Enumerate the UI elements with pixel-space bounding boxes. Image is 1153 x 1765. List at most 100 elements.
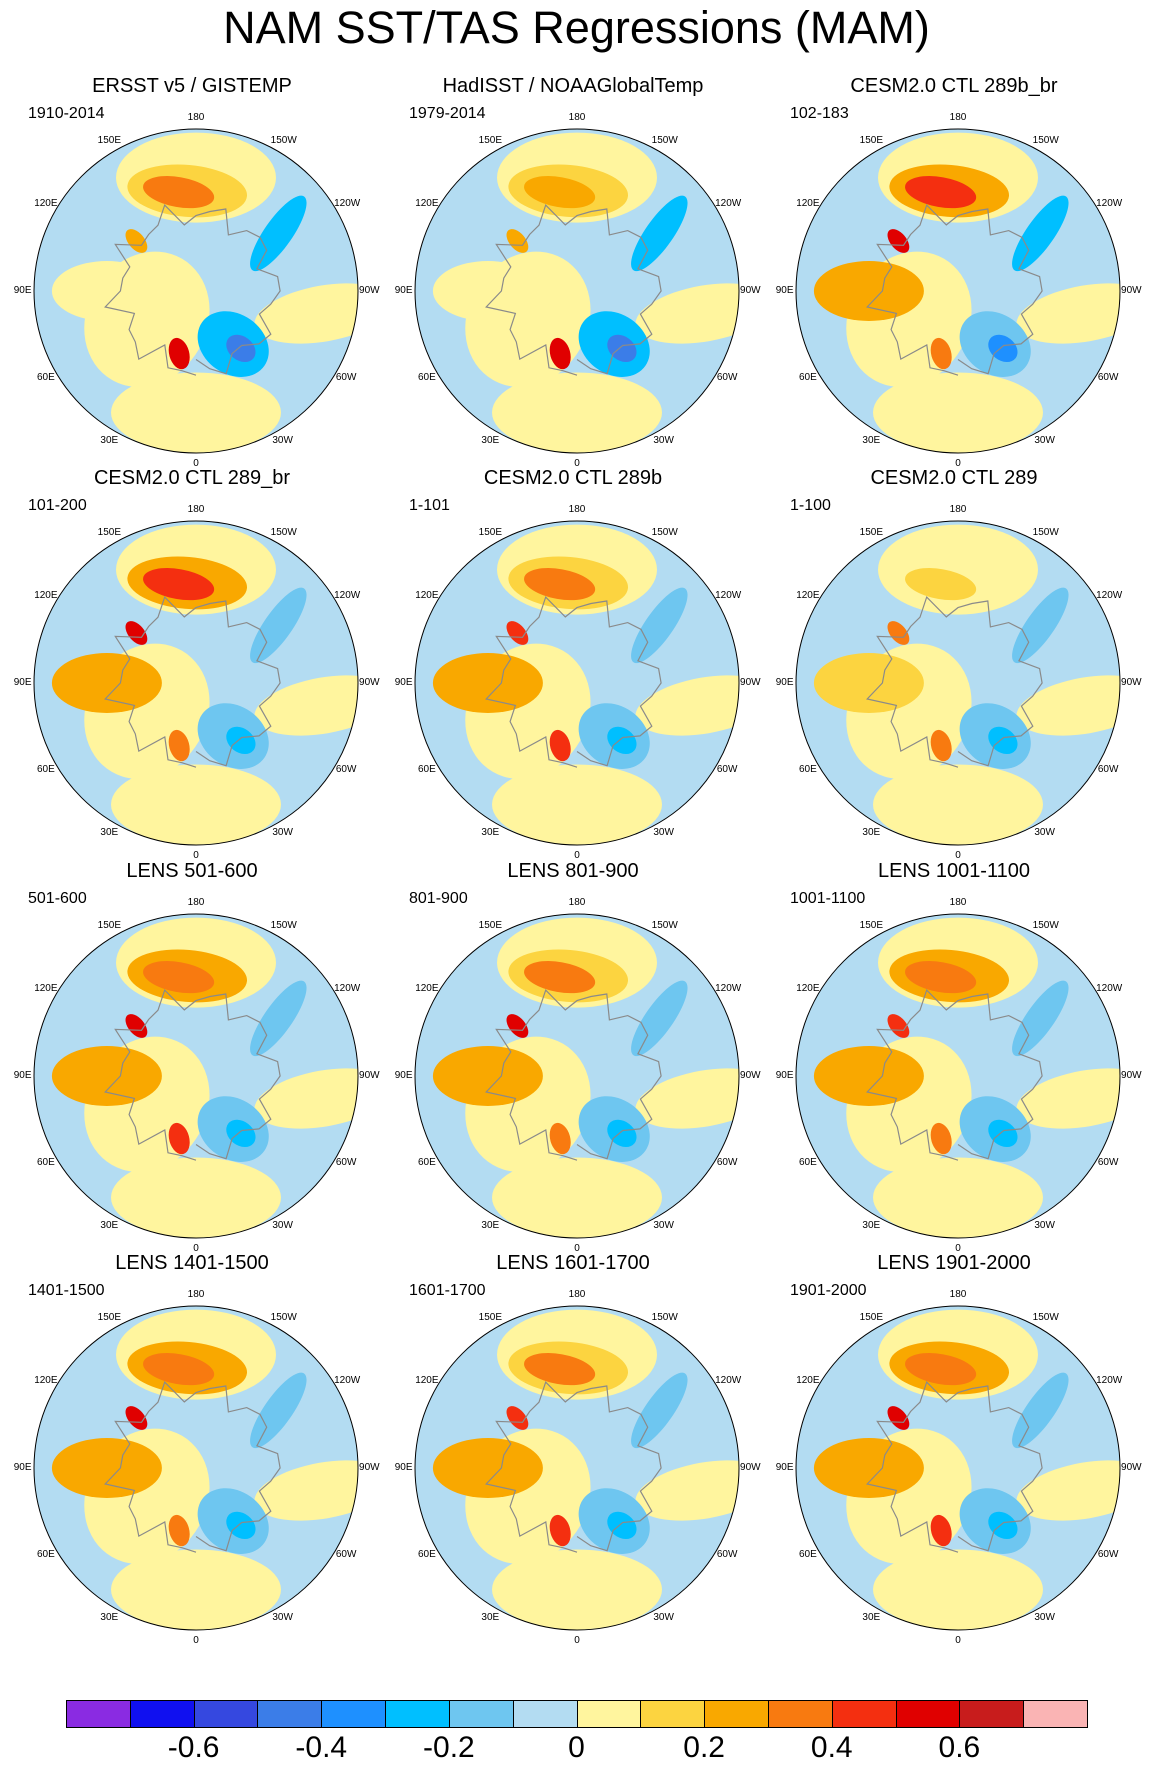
pacific-anomaly-core — [524, 1353, 596, 1386]
colorbar-swatch — [66, 1700, 131, 1728]
gulf-positive — [254, 675, 358, 736]
east-siberia-max — [506, 1406, 529, 1430]
coastline — [866, 595, 1043, 768]
map-panel: HadISST / NOAAGlobalTemp 1979-2014 180 150E… — [381, 74, 765, 469]
panel-period: 101-200 — [28, 497, 87, 514]
longitude-label: 120W — [334, 1375, 361, 1387]
longitude-label: 30W — [653, 1220, 674, 1232]
longitude-label: 90E — [775, 285, 794, 296]
longitude-label: 90E — [394, 1070, 413, 1081]
longitude-label: 0 — [955, 458, 961, 470]
longitude-label: 90W — [740, 285, 761, 296]
longitude-label: 0 — [193, 1635, 199, 1647]
longitude-label: 30W — [1034, 435, 1055, 447]
longitude-label: 90W — [1121, 285, 1142, 296]
east-siberia-max — [887, 1014, 910, 1038]
longitude-label: 120E — [34, 1375, 58, 1387]
labrador-anomaly-core — [988, 334, 1018, 363]
longitude-label: 0 — [574, 1635, 580, 1647]
polar-map — [414, 913, 740, 1239]
panel-title: LENS 1901-2000 — [877, 1252, 1031, 1274]
longitude-label: 0 — [574, 1243, 580, 1255]
panel-title: CESM2.0 CTL 289 — [870, 467, 1038, 489]
longitude-label: 120W — [1096, 590, 1123, 602]
longitude-label: 90E — [394, 285, 413, 296]
longitude-label: 120W — [715, 590, 742, 602]
longitude-label: 150E — [859, 919, 883, 931]
longitude-label: 0 — [574, 850, 580, 862]
longitude-label: 180 — [949, 1288, 967, 1300]
labrador-anomaly-core — [607, 726, 637, 755]
alaska-negative — [631, 587, 688, 664]
panel-period: 102-183 — [790, 105, 849, 122]
map-outline — [33, 520, 359, 846]
longitude-label: 60W — [1097, 1548, 1119, 1560]
longitude-label: 90E — [775, 677, 794, 688]
map-outline — [795, 520, 1121, 846]
longitude-label: 180 — [949, 896, 967, 908]
longitude-label: 60W — [716, 1548, 738, 1560]
atlantic-positive — [492, 1157, 662, 1238]
panel-period: 1979-2014 — [409, 105, 486, 122]
longitude-label: 30E — [481, 1612, 500, 1624]
labrador-anomaly-core — [607, 1511, 637, 1540]
longitude-label: 60W — [716, 1156, 738, 1168]
longitude-label: 150W — [1032, 919, 1059, 931]
longitude-label: 0 — [193, 850, 199, 862]
siberia-anomaly — [813, 1438, 924, 1498]
colorbar-tick-label: 0 — [568, 1731, 585, 1764]
longitude-label: 120W — [1096, 983, 1123, 995]
alaska-negative — [631, 195, 688, 272]
siberia-anomaly — [813, 653, 924, 713]
alaska-negative — [250, 980, 307, 1057]
longitude-label: 90W — [1121, 677, 1142, 688]
longitude-label: 150W — [651, 134, 678, 146]
colorbar-swatch — [767, 1700, 833, 1728]
gulf-positive — [635, 675, 739, 736]
panel-period: 1001-1100 — [790, 890, 866, 907]
longitude-label: 30E — [100, 1612, 119, 1624]
coastline — [104, 203, 281, 376]
longitude-label: 120W — [1096, 198, 1123, 210]
longitude-label: 30E — [862, 1220, 881, 1232]
colorbar-tick-label: -0.4 — [295, 1731, 348, 1764]
alaska-negative — [250, 195, 307, 272]
longitude-label: 120E — [415, 1375, 439, 1387]
longitude-label: 30W — [272, 1612, 293, 1624]
panel-title: CESM2.0 CTL 289b — [483, 467, 663, 489]
coastline — [104, 595, 281, 768]
longitude-label: 150E — [859, 526, 883, 538]
map-panel: LENS 1901-2000 1901-2000 180 150E 120E 90E 60E… — [762, 1251, 1146, 1646]
polar-map — [33, 1305, 359, 1631]
labrador-anomaly-core — [988, 1119, 1018, 1148]
siberia-anomaly — [813, 1046, 924, 1106]
map-outline — [795, 913, 1121, 1239]
scandinavia-max — [168, 729, 190, 762]
polar-map — [795, 520, 1121, 846]
map-outline — [795, 1305, 1121, 1631]
pacific-anomaly-core — [905, 1353, 977, 1386]
longitude-label: 150W — [270, 919, 297, 931]
longitude-label: 30W — [272, 1220, 293, 1232]
pacific-anomaly-core — [143, 176, 215, 209]
longitude-label: 150E — [478, 1311, 502, 1323]
longitude-label: 150E — [859, 1311, 883, 1323]
panel-title: LENS 1401-1500 — [115, 1252, 269, 1274]
longitude-label: 90E — [394, 677, 413, 688]
colorbar-swatch — [576, 1700, 642, 1728]
polar-map — [33, 128, 359, 454]
longitude-label: 30E — [862, 1612, 881, 1624]
map-outline — [414, 913, 740, 1239]
longitude-label: 90W — [359, 1070, 380, 1081]
longitude-label: 120W — [715, 198, 742, 210]
panel-title: ERSST v5 / GISTEMP — [92, 75, 292, 97]
longitude-label: 120W — [715, 1375, 742, 1387]
longitude-label: 30E — [481, 435, 500, 447]
east-siberia-max — [887, 229, 910, 253]
longitude-label: 120E — [34, 590, 58, 602]
longitude-label: 150W — [270, 134, 297, 146]
longitude-label: 120E — [796, 1375, 820, 1387]
scandinavia-max — [168, 1514, 190, 1547]
alaska-negative — [1012, 1372, 1069, 1449]
atlantic-positive — [492, 372, 662, 453]
